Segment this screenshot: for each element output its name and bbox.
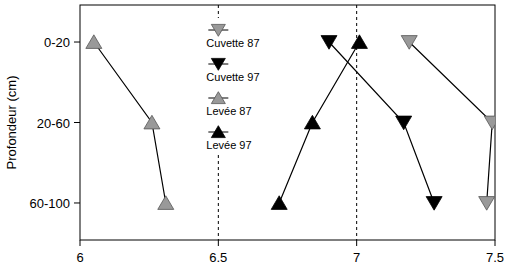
legend-label: Cuvette 97: [206, 71, 259, 83]
y-tick: [74, 202, 80, 203]
data-point: [484, 116, 495, 130]
legend-label: Levée 97: [206, 139, 251, 151]
data-point: [321, 36, 337, 50]
plot-frame: [80, 5, 495, 240]
legend-label: Cuvette 87: [206, 37, 259, 49]
x-tick: [80, 240, 81, 246]
legend-marker: [211, 24, 225, 36]
x-tick-label: 6: [76, 250, 83, 265]
x-tick-label: 7: [353, 250, 360, 265]
legend-bg: [188, 18, 272, 154]
legend-label: Levée 87: [206, 105, 251, 117]
data-point: [158, 196, 174, 210]
legend-marker: [211, 92, 225, 104]
x-tick: [495, 240, 496, 246]
data-point: [401, 36, 417, 50]
legend-marker: [211, 126, 225, 138]
data-point: [304, 115, 320, 129]
y-tick: [74, 42, 80, 43]
y-axis-label: Profondeur (cm): [4, 76, 19, 170]
legend-marker: [211, 58, 225, 70]
series-line: [279, 42, 359, 203]
x-tick: [218, 240, 219, 246]
y-tick-label: 60-100: [30, 196, 70, 211]
x-tick-label: 6.5: [209, 250, 227, 265]
x-tick: [356, 240, 357, 246]
series-line: [409, 42, 492, 203]
chart: 6 6.5 7 7.5 0-20 20-60 60-100 Profondeur (cm) Cu…: [0, 0, 510, 269]
legend: Cuvette 87 Cuvette 97 Levée 87 Levée 97: [188, 18, 272, 154]
data-point: [86, 35, 102, 49]
data-point: [396, 116, 412, 130]
x-tick-label: 7.5: [486, 250, 504, 265]
series-line: [94, 42, 166, 203]
plot-area: [86, 35, 495, 210]
data-point: [271, 196, 287, 210]
data-point: [426, 197, 442, 211]
y-tick: [74, 122, 80, 123]
data-point: [144, 115, 160, 129]
y-tick-label: 0-20: [44, 35, 70, 50]
y-tick-label: 20-60: [37, 116, 70, 131]
data-point: [479, 197, 495, 211]
data-point: [351, 35, 367, 49]
